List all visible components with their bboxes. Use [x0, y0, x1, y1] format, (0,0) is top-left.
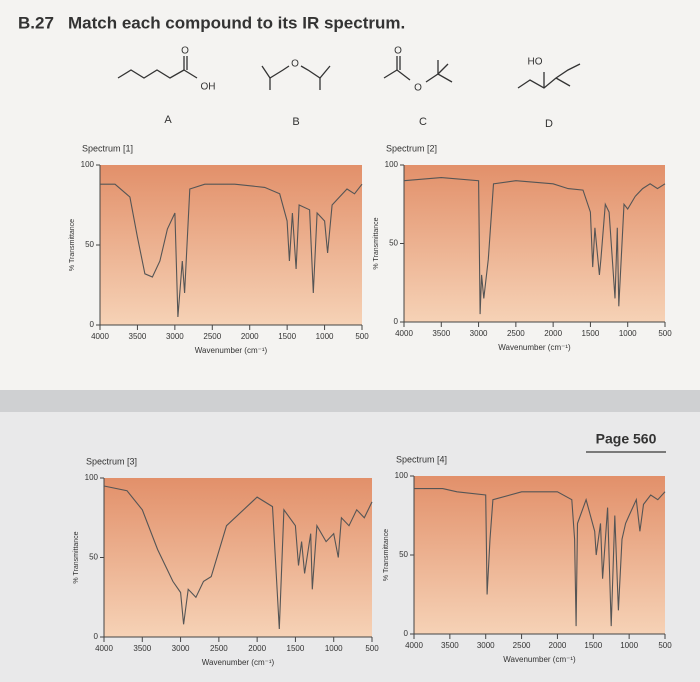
compound-label: C: [419, 116, 427, 128]
x-tick-label: 1000: [619, 329, 637, 338]
y-tick-label: 50: [389, 239, 398, 248]
x-tick-label: 1500: [582, 329, 600, 338]
x-tick-label: 2500: [210, 644, 228, 653]
x-tick-label: 3500: [432, 329, 450, 338]
structure-a: [117, 69, 185, 79]
x-tick-label: 2500: [513, 641, 531, 650]
y-tick-label: 0: [394, 317, 399, 326]
x-tick-label: 1000: [620, 641, 638, 650]
problem-text: Match each compound to its IR spectrum.: [68, 13, 405, 32]
x-tick-label: 2000: [549, 641, 567, 650]
compound-label: A: [164, 114, 172, 126]
x-tick-label: 3000: [477, 641, 495, 650]
x-axis-label: Wavenumber (cm⁻¹): [195, 346, 268, 355]
page-number: Page 560: [596, 431, 657, 447]
x-tick-label: 1500: [584, 641, 602, 650]
y-tick-label: 50: [85, 240, 94, 249]
y-axis-label: % Transmittance: [73, 531, 80, 583]
spectrum-line: [403, 177, 666, 315]
y-tick-label: 100: [85, 473, 99, 482]
x-tick-label: 500: [658, 329, 672, 338]
bond: [437, 63, 449, 75]
x-axis-label: Wavenumber (cm⁻¹): [202, 658, 275, 667]
y-tick-label: 100: [385, 160, 399, 169]
structure-b: [300, 65, 331, 79]
x-tick-label: 3500: [441, 641, 459, 650]
x-tick-label: 1000: [325, 644, 343, 653]
x-tick-label: 1500: [278, 332, 296, 341]
spectrum-line: [414, 488, 666, 627]
atom: HO: [528, 57, 543, 68]
plot-area: [414, 476, 665, 634]
spectrum-line: [103, 485, 373, 630]
x-tick-label: 2500: [203, 332, 221, 341]
spectrum-line: [100, 183, 363, 318]
compound-label: B: [292, 116, 299, 128]
x-tick-label: 2000: [544, 329, 562, 338]
x-tick-label: 2500: [507, 329, 525, 338]
atom: O: [291, 59, 299, 70]
x-tick-label: 3500: [129, 332, 147, 341]
plot-area: [104, 478, 372, 637]
chart-title: Spectrum [1]: [82, 143, 133, 153]
x-tick-label: 3500: [133, 644, 151, 653]
x-tick-label: 3000: [470, 329, 488, 338]
x-axis-label: Wavenumber (cm⁻¹): [503, 655, 576, 664]
y-tick-label: 0: [90, 320, 95, 329]
x-tick-label: 4000: [91, 332, 109, 341]
bond: [555, 77, 571, 87]
separator: [0, 390, 700, 412]
y-axis-label: % Transmittance: [69, 219, 76, 271]
x-tick-label: 2000: [248, 644, 266, 653]
y-tick-label: 100: [81, 160, 95, 169]
x-tick-label: 500: [365, 644, 379, 653]
y-tick-label: 50: [399, 550, 408, 559]
problem-number: B.27: [18, 13, 54, 32]
x-tick-label: 3000: [166, 332, 184, 341]
x-tick-label: 3000: [172, 644, 190, 653]
plot-area: [404, 165, 665, 322]
y-tick-label: 50: [89, 553, 98, 562]
chart-title: Spectrum [3]: [86, 456, 137, 466]
y-tick-label: 0: [404, 629, 409, 638]
atom: O: [181, 46, 189, 57]
x-tick-label: 4000: [95, 644, 113, 653]
plot-area: [100, 165, 362, 325]
x-tick-label: 500: [355, 332, 369, 341]
x-tick-label: 4000: [405, 641, 423, 650]
x-tick-label: 4000: [395, 329, 413, 338]
x-axis-label: Wavenumber (cm⁻¹): [498, 343, 571, 352]
y-tick-label: 100: [395, 471, 409, 480]
x-tick-label: 2000: [241, 332, 259, 341]
atom: O: [394, 46, 402, 57]
y-axis-label: % Transmittance: [373, 217, 380, 269]
x-tick-label: 1500: [287, 644, 305, 653]
atom: OH: [201, 82, 216, 93]
structure-d: [517, 63, 581, 89]
chart-title: Spectrum [4]: [396, 454, 447, 464]
bond: [183, 69, 198, 79]
x-tick-label: 500: [658, 641, 672, 650]
y-axis-label: % Transmittance: [383, 529, 390, 581]
structure-b: [261, 65, 290, 79]
compound-label: D: [545, 118, 553, 130]
chart-title: Spectrum [2]: [386, 143, 437, 153]
y-tick-label: 0: [94, 632, 99, 641]
atom: O: [414, 83, 422, 94]
x-tick-label: 1000: [316, 332, 334, 341]
